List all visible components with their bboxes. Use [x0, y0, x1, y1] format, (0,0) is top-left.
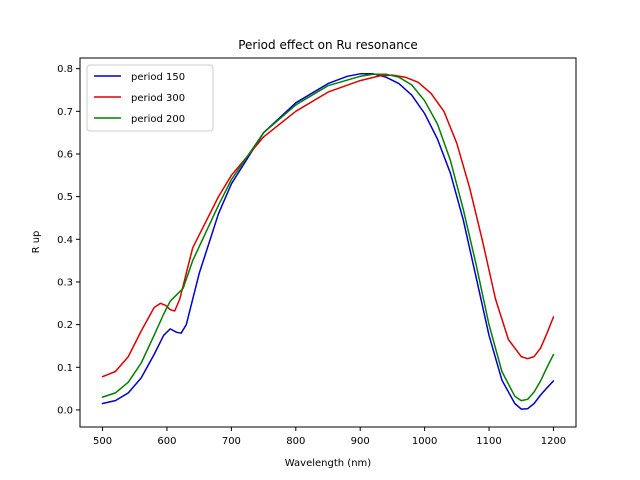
plot-area	[101, 73, 555, 410]
y-tick-label: 0.4	[57, 235, 73, 246]
plot-frame	[79, 57, 577, 428]
series-line-2	[101, 73, 555, 402]
legend-box	[86, 64, 214, 132]
x-axis-label: Wavelength (nm)	[285, 458, 371, 469]
x-tick-label: 1200	[541, 436, 566, 447]
chart-title: Period effect on Ru resonance	[238, 38, 418, 52]
y-tick-label: 0.2	[57, 320, 73, 331]
legend: period 150 period 300 period 200	[86, 64, 214, 132]
series-line-1	[101, 74, 555, 378]
y-tick-label: 0.8	[57, 64, 73, 75]
y-axis-label: R up	[31, 231, 42, 254]
legend-label-0: period 150	[131, 72, 185, 83]
y-tick-label: 0.0	[57, 405, 73, 416]
x-tick-label: 700	[222, 436, 241, 447]
y-tick-label: 0.7	[57, 107, 73, 118]
y-tick-label: 0.5	[57, 192, 73, 203]
legend-label-1: period 300	[131, 93, 185, 104]
y-axis: 0.0 0.1 0.2 0.3 0.4 0.5 0.6 0.7 0.8	[57, 64, 80, 416]
y-tick-label: 0.1	[57, 363, 73, 374]
x-tick-label: 1100	[476, 436, 501, 447]
x-tick-label: 1000	[412, 436, 437, 447]
legend-label-2: period 200	[131, 114, 185, 125]
x-tick-label: 600	[157, 436, 176, 447]
y-tick-label: 0.3	[57, 277, 73, 288]
x-tick-label: 800	[286, 436, 305, 447]
series-line-0	[101, 73, 555, 410]
y-tick-label: 0.6	[57, 149, 73, 160]
x-tick-label: 500	[93, 436, 112, 447]
x-tick-label: 900	[351, 436, 370, 447]
x-axis: 500 600 700 800 900 1000 1100 1200	[93, 427, 566, 447]
